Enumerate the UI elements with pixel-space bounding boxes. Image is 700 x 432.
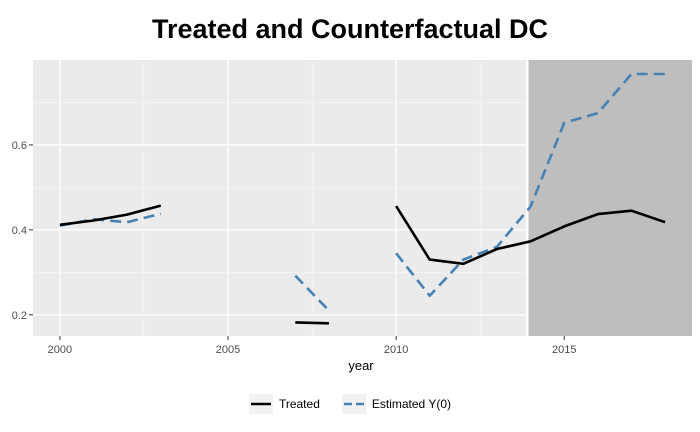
chart-svg: 2000 2005 2010 2015 0.2 0.4 0.6 year [12, 60, 692, 373]
legend-item-treated: Treated [248, 394, 320, 414]
legend-label-treated: Treated [278, 397, 320, 411]
legend-label-estimated: Estimated Y(0) [371, 397, 452, 411]
treatment-period-shade [527, 60, 692, 336]
x-axis-title: year [348, 358, 374, 373]
y-tick-label: 0.4 [12, 225, 27, 237]
chart-title: Treated and Counterfactual DC [151, 14, 549, 44]
y-tick-label: 0.6 [12, 140, 27, 152]
series-line-estimated-y-0 [294, 274, 330, 312]
x-tick-label: 2010 [384, 344, 408, 356]
series-line-estimated-y-0 [395, 72, 666, 297]
legend-item-estimated: Estimated Y(0) [341, 394, 452, 414]
x-tick-label: 2005 [216, 344, 240, 356]
legend-key-treated [248, 394, 273, 414]
series-line-treated [394, 205, 666, 266]
series-line-treated [59, 204, 162, 227]
x-tick-label: 2000 [48, 344, 72, 356]
legend-key-estimated [341, 394, 366, 414]
series-line-treated [295, 321, 329, 325]
x-tick-label: 2015 [552, 344, 576, 356]
y-tick-label: 0.2 [12, 310, 27, 322]
legend: Treated Estimated Y(0) [0, 394, 700, 414]
